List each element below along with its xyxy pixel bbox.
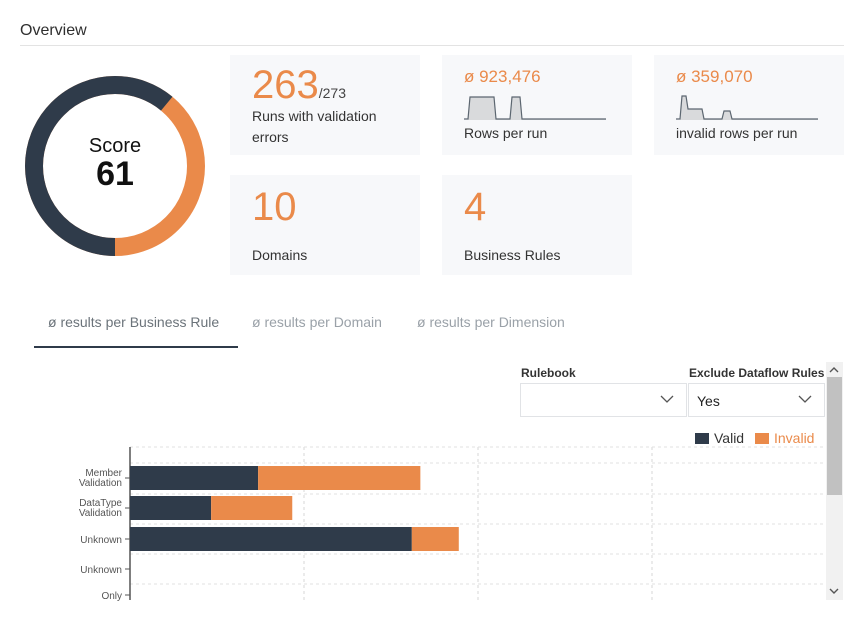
runs-value: 263 [252, 63, 319, 107]
bar-invalid[interactable] [211, 496, 293, 520]
scroll-down-icon[interactable] [829, 586, 839, 596]
runs-label-line1: Runs with validation [252, 108, 377, 124]
rules-card: 4 Business Rules [442, 175, 632, 275]
rules-value: 4 [464, 185, 487, 229]
rows-label: Rows per run [464, 125, 548, 141]
score-label: Score [88, 135, 142, 157]
scrollbar-thumb[interactable] [827, 377, 842, 495]
exclude-dataflow-label: Exclude Dataflow Rules [689, 366, 825, 380]
rulebook-label: Rulebook [521, 366, 576, 380]
chart-category-label: Only [101, 591, 122, 602]
tab-domain[interactable]: ø results per Domain [252, 314, 382, 330]
invalid-rows-card: ø 359,070 invalid rows per run [654, 55, 844, 155]
chevron-down-icon [660, 395, 674, 403]
tab-dimension[interactable]: ø results per Dimension [417, 314, 565, 330]
invalid-rows-sparkline [676, 95, 818, 120]
rules-label: Business Rules [464, 247, 561, 263]
legend-valid-label: Valid [714, 430, 745, 446]
page-title: Overview [20, 22, 87, 39]
chart-category-label: DataType Validation [79, 498, 123, 519]
bar-valid[interactable] [130, 527, 412, 551]
invalid-rows-label: invalid rows per run [676, 125, 798, 141]
legend-valid[interactable]: Valid [695, 430, 744, 446]
scroll-up-icon[interactable] [829, 365, 839, 375]
business-rule-chart: Member Validation DataType Validation Unknow… [79, 446, 826, 602]
chart-category-label: Unknown [80, 565, 122, 576]
runs-total: /273 [318, 85, 346, 101]
domains-card: 10 Domains [230, 175, 420, 275]
rows-card: ø 923,476 Rows per run [442, 55, 632, 155]
legend-invalid[interactable]: Invalid [755, 430, 814, 446]
chart-category-label: Unknown [80, 535, 122, 546]
chevron-down-icon [798, 395, 812, 403]
score-donut-valid-arc [25, 76, 205, 256]
score-readout: Score 61 [24, 75, 206, 257]
score-donut [25, 76, 205, 256]
bar-invalid[interactable] [411, 527, 459, 551]
legend-invalid-label: Invalid [774, 430, 815, 446]
runs-card: 263/273 Runs with validation errors [230, 55, 420, 155]
rows-value: ø 923,476 [464, 67, 541, 86]
title-divider [20, 45, 844, 46]
score-value: 61 [96, 155, 134, 193]
exclude-dataflow-select[interactable]: Yes [688, 383, 825, 417]
bar-valid[interactable] [130, 466, 259, 490]
runs-label-line2: errors [252, 129, 289, 145]
chart-category-label: Member Validation [79, 468, 123, 489]
runs-value-line: 263/273 [252, 63, 346, 108]
invalid-rows-value: ø 359,070 [676, 67, 753, 86]
active-tab-indicator [34, 346, 238, 348]
legend-invalid-swatch [755, 432, 769, 444]
exclude-dataflow-value: Yes [697, 393, 720, 409]
bar-invalid[interactable] [258, 466, 421, 490]
tab-business-rule[interactable]: ø results per Business Rule [48, 314, 220, 330]
rows-sparkline [464, 96, 606, 120]
rulebook-select[interactable] [520, 383, 687, 417]
domains-label: Domains [252, 247, 308, 263]
domains-value: 10 [252, 185, 297, 229]
legend-valid-swatch [695, 432, 709, 444]
bar-valid[interactable] [130, 496, 212, 520]
